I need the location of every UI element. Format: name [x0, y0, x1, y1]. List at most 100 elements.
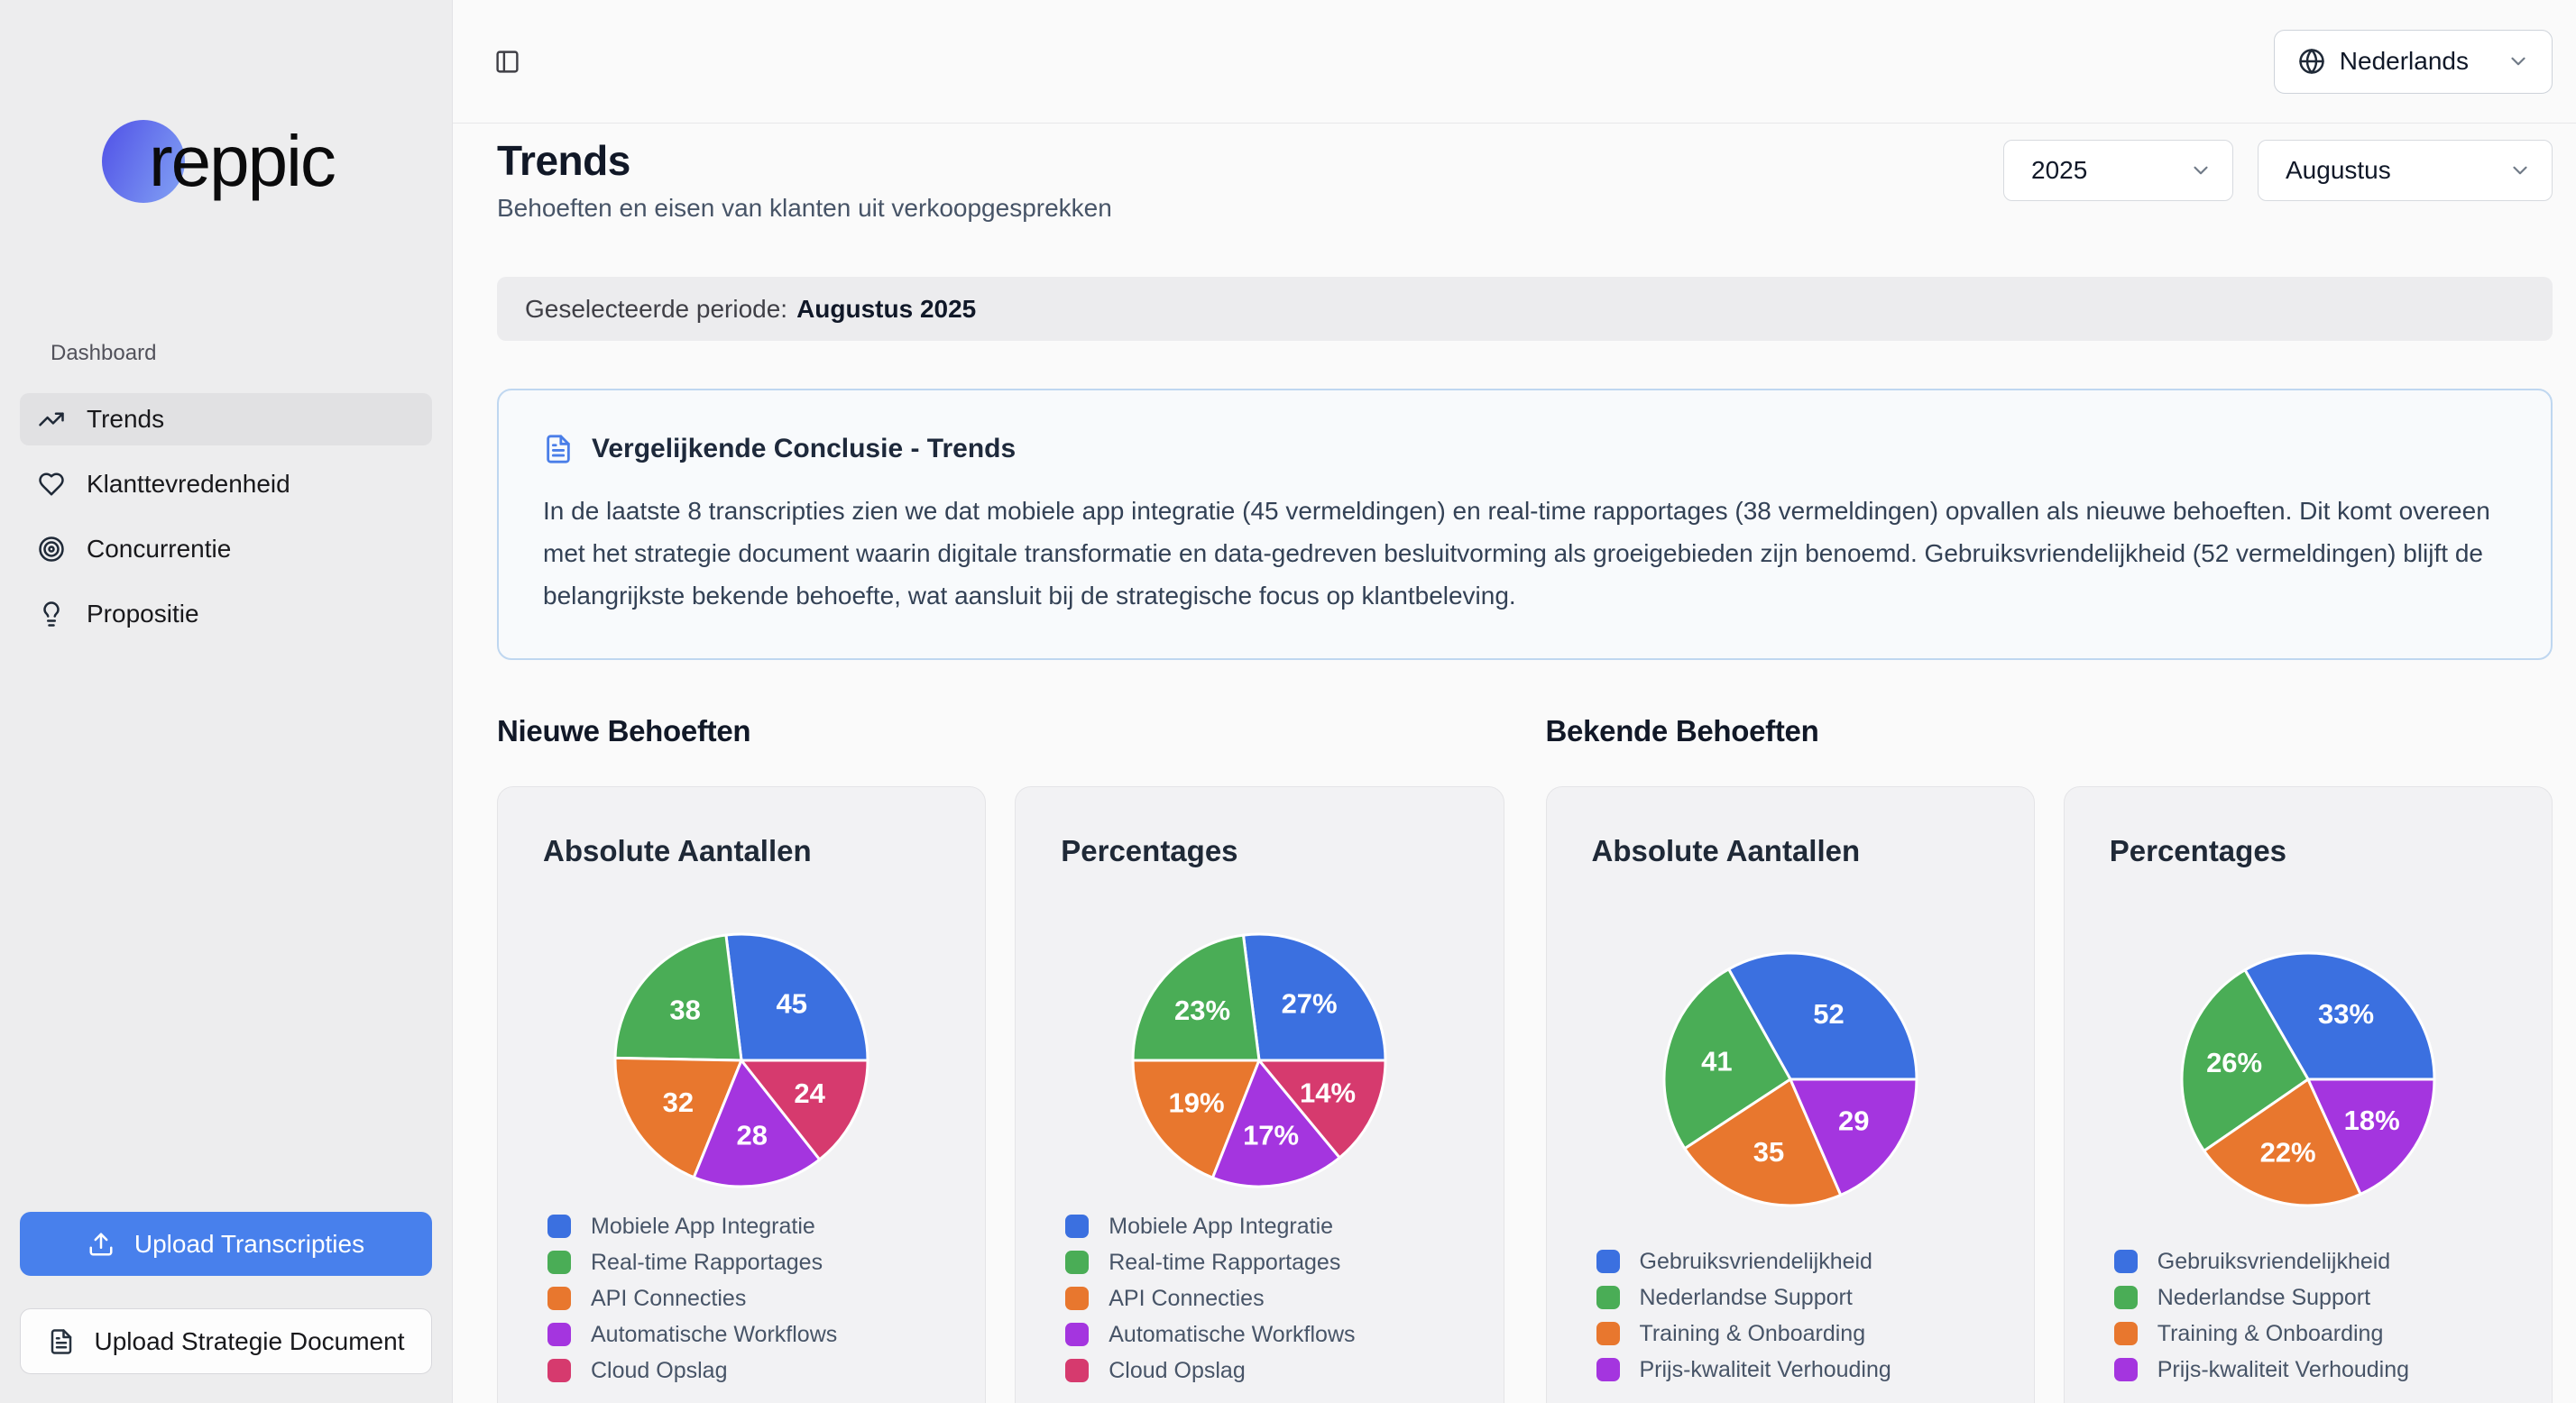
upload-transcripts-button[interactable]: Upload Transcripties — [20, 1212, 432, 1276]
legend-label: Mobiele App Integratie — [1109, 1213, 1334, 1239]
legend-label: Cloud Opslag — [591, 1357, 728, 1383]
legend-color-chip — [1596, 1358, 1620, 1381]
chart-legend: Mobiele App Integratie Real-time Rapporta… — [547, 1208, 958, 1389]
legend-item: Prijs-kwaliteit Verhouding — [2113, 1352, 2525, 1388]
pie-slice-label: 23% — [1174, 995, 1230, 1026]
legend-color-chip — [1596, 1322, 1620, 1345]
pie-slice[interactable] — [613, 1056, 743, 1179]
month-select[interactable]: Augustus — [2258, 140, 2553, 201]
pie-slice[interactable] — [1789, 1077, 1918, 1197]
pie-chart: 52 41 35 29 — [1662, 951, 1918, 1207]
pie-slice-label: 14% — [1300, 1077, 1356, 1108]
legend-color-chip — [2113, 1322, 2138, 1345]
language-select-value: Nederlands — [2339, 47, 2469, 75]
pie-slice-label: 32 — [663, 1087, 694, 1118]
pie-chart: 27% 23% 19% 17%14% — [1131, 932, 1387, 1188]
legend-color-chip — [2113, 1286, 2138, 1309]
conclusion-body: In de laatste 8 transcripties zien we da… — [543, 497, 2490, 610]
pie-slice[interactable] — [724, 932, 869, 1062]
language-select[interactable]: Nederlands — [2273, 29, 2553, 94]
pie-slice-label: 22% — [2259, 1137, 2315, 1169]
conclusion-header: Vergelijkende Conclusie - Trends — [543, 434, 2506, 464]
legend-color-chip — [547, 1215, 571, 1238]
chevron-down-icon — [2507, 50, 2530, 73]
main-area: Nederlands Trends Behoeften en eisen van… — [453, 0, 2576, 1403]
legend-label: Cloud Opslag — [1109, 1357, 1246, 1383]
pie-slice[interactable] — [2306, 1077, 2436, 1196]
legend-item: Cloud Opslag — [547, 1353, 958, 1389]
chart-groups: Nieuwe Behoeften Absolute Aantallen 45 38 32… — [497, 714, 2553, 1403]
chevron-down-icon — [2189, 159, 2213, 182]
pie-slice[interactable] — [613, 933, 743, 1062]
chart-card-title: Percentages — [1061, 834, 1238, 867]
legend-color-chip — [2113, 1358, 2138, 1381]
legend-label: Gebruiksvriendelijkheid — [2157, 1248, 2391, 1274]
chart-section-title: Nieuwe Behoeften — [497, 714, 751, 747]
pie-slice-label: 27% — [1282, 988, 1338, 1020]
sidebar-item-klanttevredenheid[interactable]: Klanttevredenheid — [20, 458, 432, 510]
chart-section-title: Bekende Behoeften — [1545, 714, 1819, 747]
month-select-value: Augustus — [2286, 156, 2391, 184]
sidebar-item-concurrentie[interactable]: Concurrentie — [20, 523, 432, 575]
top-header: Nederlands — [453, 0, 2576, 124]
pie-slice-label: 33% — [2318, 998, 2374, 1030]
pie-slice-label: 26% — [2206, 1047, 2262, 1078]
pie-slice-label: 29 — [1838, 1105, 1869, 1137]
pie-slice[interactable] — [1131, 933, 1261, 1062]
pie-slice-label: 41 — [1701, 1046, 1732, 1077]
chart-card-title: Absolute Aantallen — [1591, 834, 1861, 867]
legend-item: API Connecties — [1065, 1280, 1476, 1316]
pie-slice[interactable] — [2180, 968, 2310, 1152]
sidebar-item-label: Propositie — [87, 600, 199, 628]
legend-item: Automatische Workflows — [1065, 1316, 1476, 1353]
selected-period-bar: Geselecteerde periode: Augustus 2025 — [497, 277, 2553, 341]
pie-slice-label: 17% — [1243, 1120, 1299, 1151]
legend-item: Nederlandse Support — [2113, 1279, 2525, 1316]
pie-slice-label: 38 — [669, 994, 700, 1025]
period-selects: 2025 Augustus — [2003, 140, 2553, 201]
legend-color-chip — [1065, 1287, 1090, 1310]
sidebar-spacer — [0, 653, 452, 1212]
pie-slice[interactable] — [1662, 967, 1792, 1151]
legend-color-chip — [1065, 1323, 1090, 1346]
sidebar-item-label: Trends — [87, 405, 165, 433]
year-select[interactable]: 2025 — [2003, 140, 2233, 201]
legend-item: Real-time Rapportages — [547, 1244, 958, 1280]
pie-slice[interactable] — [1211, 1059, 1342, 1188]
pie-slice[interactable] — [2243, 951, 2436, 1081]
target-icon — [38, 536, 65, 563]
sidebar-toggle-button[interactable] — [494, 49, 520, 75]
legend-label: Training & Onboarding — [2157, 1320, 2384, 1346]
pie-slice[interactable] — [1242, 932, 1387, 1062]
legend-label: Prijs-kwaliteit Verhouding — [2157, 1356, 2410, 1382]
pie-slice[interactable] — [1131, 1059, 1261, 1179]
legend-color-chip — [1596, 1286, 1620, 1309]
pie-slice[interactable] — [1257, 1059, 1387, 1160]
legend-label: Automatische Workflows — [1109, 1321, 1356, 1347]
sidebar: reppic Dashboard Trends Klanttevredenheid… — [0, 0, 453, 1403]
legend-color-chip — [1065, 1215, 1090, 1238]
sidebar-item-trends[interactable]: Trends — [20, 393, 432, 445]
pie-slice-label: 52 — [1813, 998, 1844, 1030]
legend-label: Automatische Workflows — [591, 1321, 838, 1347]
pie-slice[interactable] — [692, 1059, 822, 1188]
title-row: Trends Behoeften en eisen van klanten ui… — [497, 136, 2553, 223]
file-text-icon — [48, 1328, 75, 1355]
chart-card: Percentages 33% 26% 22% 18% Gebruiksvriendeli… — [2063, 786, 2553, 1403]
legend-item: Cloud Opslag — [1065, 1353, 1476, 1389]
pie-slice-label: 28 — [737, 1120, 768, 1151]
legend-color-chip — [1065, 1251, 1090, 1274]
pie-slice[interactable] — [1683, 1077, 1842, 1207]
legend-label: API Connecties — [591, 1285, 747, 1311]
pie-slice-label: 19% — [1169, 1087, 1225, 1119]
upload-strategy-button[interactable]: Upload Strategie Document — [20, 1308, 432, 1374]
page-title: Trends — [497, 137, 630, 184]
legend-color-chip — [1065, 1359, 1090, 1382]
sidebar-item-propositie[interactable]: Propositie — [20, 588, 432, 640]
chart-card: Absolute Aantallen 45 38 32 28 24 Mobiele App … — [497, 786, 987, 1403]
legend-item: API Connecties — [547, 1280, 958, 1316]
pie-slice[interactable] — [740, 1059, 869, 1161]
legend-color-chip — [1596, 1250, 1620, 1273]
pie-slice[interactable] — [1726, 951, 1918, 1081]
